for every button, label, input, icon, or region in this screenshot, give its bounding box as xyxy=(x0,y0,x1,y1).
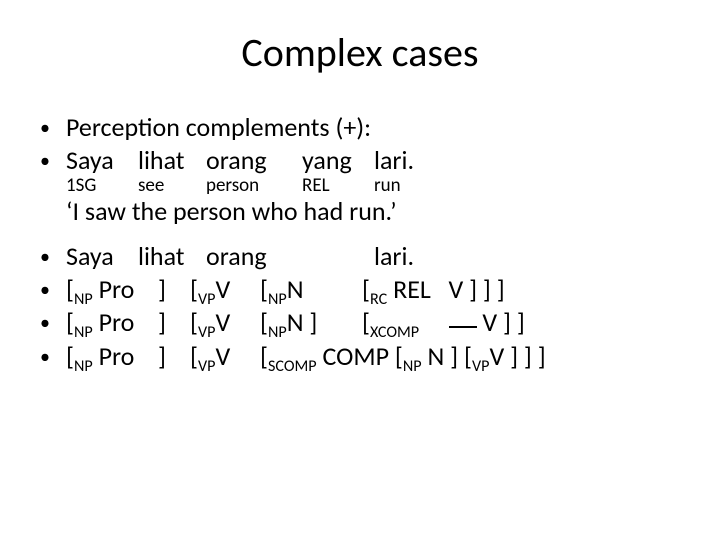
parse3-close: ] xyxy=(158,340,190,373)
ex-word-2: lihat xyxy=(138,144,206,177)
parse2-close: ] xyxy=(158,306,190,339)
parse2-npobj: [NPN ] xyxy=(260,306,362,339)
parse2-xcomp: [XCOMP V ] ] xyxy=(362,306,680,339)
ex-word-4: yang xyxy=(302,144,374,177)
gloss-5: run xyxy=(374,176,434,195)
slide-title: Complex cases xyxy=(40,28,680,77)
bullet-dot-icon: • xyxy=(40,144,66,175)
ex-word-5: lari. xyxy=(374,144,434,177)
bullet-parse-3: • [NP Pro ] [VPV [SCOMP COMP [NP N ] [VP… xyxy=(40,340,680,373)
parse2-np: [NP Pro xyxy=(66,306,158,339)
gloss-3: person xyxy=(206,176,302,195)
slide-content: • Perception complements (+): • Sayaliha… xyxy=(40,111,680,373)
parse3-body: [NP Pro ] [VPV [SCOMP COMP [NP N ] [VPV … xyxy=(66,340,680,373)
bullet-perception: • Perception complements (+): xyxy=(40,111,680,144)
parse2-body: [NP Pro ] [VPV [NPN ] [XCOMP V ] ] xyxy=(66,306,680,339)
ex2-word-2: lihat xyxy=(138,240,206,273)
bullet-example: • Sayalihatorangyanglari. xyxy=(40,144,680,177)
translation-text: ‘I saw the person who had run.’ xyxy=(66,195,680,228)
parse3-np: [NP Pro xyxy=(66,340,158,373)
bullet-dot-icon: • xyxy=(40,111,66,142)
gloss-4: REL xyxy=(302,176,374,195)
ex-word-1: Saya xyxy=(66,144,138,177)
bullet-parse-1: • [NP Pro ] [VPV [NPN [RC REL V ] ] ] xyxy=(40,273,680,306)
gloss-2: see xyxy=(138,176,206,195)
ex2-word-5: lari. xyxy=(374,240,434,273)
parse1-npobj: [NPN xyxy=(260,273,362,306)
parse3-vp: [VPV xyxy=(190,340,260,373)
bullet-text: Perception complements (+): xyxy=(66,111,680,144)
parse1-rc: [RC REL V ] ] ] xyxy=(362,273,680,306)
parse2-vp: [VPV xyxy=(190,306,260,339)
parse1-vp: [VPV xyxy=(190,273,260,306)
slide: Complex cases • Perception complements (… xyxy=(0,0,720,540)
example2-body: Sayalihatorang lari. xyxy=(66,240,680,273)
bullet-parse-2: • [NP Pro ] [VPV [NPN ] [XCOMP V ] ] xyxy=(40,306,680,339)
parse3-scomp: [SCOMP COMP [NP N ] [VPV ] ] ] xyxy=(260,340,680,373)
parse1-np: [NP Pro xyxy=(66,273,158,306)
example-body: Sayalihatorangyanglari. xyxy=(66,144,680,177)
trace-gap-icon xyxy=(449,326,477,328)
parse1-close: ] xyxy=(158,273,190,306)
translation-row: ‘I saw the person who had run.’ xyxy=(40,195,680,228)
bullet-example-2: • Sayalihatorang lari. xyxy=(40,240,680,273)
parse1-body: [NP Pro ] [VPV [NPN [RC REL V ] ] ] xyxy=(66,273,680,306)
gloss-1: 1SG xyxy=(66,176,138,195)
bullet-dot-icon: • xyxy=(40,340,66,371)
ex-word-3: orang xyxy=(206,144,302,177)
gloss-body: 1SGseepersonRELrun xyxy=(66,176,680,195)
bullet-dot-icon: • xyxy=(40,273,66,304)
gloss-indent xyxy=(40,176,66,181)
ex2-word-3: orang xyxy=(206,240,302,273)
ex2-word-1: Saya xyxy=(66,240,138,273)
bullet-dot-icon: • xyxy=(40,240,66,271)
translation-indent xyxy=(40,195,66,200)
bullet-dot-icon: • xyxy=(40,306,66,337)
gloss-row: 1SGseepersonRELrun xyxy=(40,176,680,195)
spacer xyxy=(40,228,680,240)
